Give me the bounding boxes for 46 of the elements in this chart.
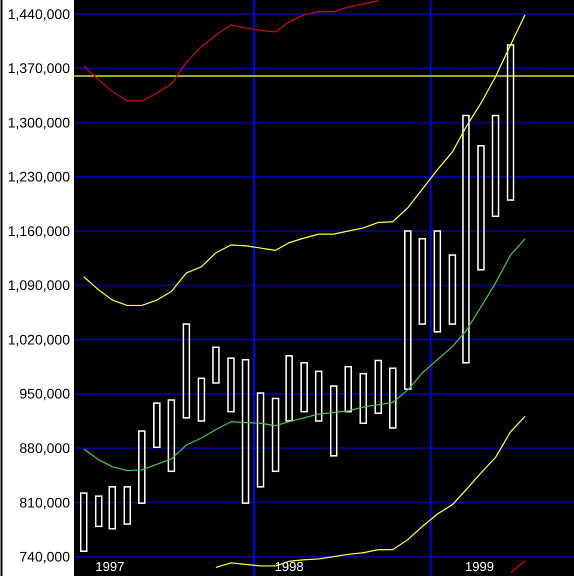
y-tick-label: 1,440,000 [8, 6, 70, 22]
bar [492, 114, 500, 218]
line-series [83, 0, 379, 102]
y-tick-label: 1,300,000 [8, 114, 70, 130]
y-tick-label: 740,000 [19, 548, 70, 565]
line-series [83, 238, 526, 472]
bar [389, 367, 397, 429]
bar [462, 114, 470, 364]
bar [108, 486, 116, 530]
bar [227, 357, 235, 412]
y-tick-label: 810,000 [19, 494, 70, 510]
bar [242, 358, 250, 504]
bar [374, 360, 382, 414]
bar [124, 486, 132, 525]
bar [404, 230, 412, 390]
bar [285, 355, 293, 422]
bar [448, 254, 456, 325]
bar [138, 430, 146, 504]
bar [434, 230, 442, 333]
bar [359, 372, 367, 424]
y-tick-label: 1,090,000 [8, 277, 70, 294]
y-tick-label: 1,160,000 [8, 222, 70, 239]
bar [344, 366, 352, 412]
bar [330, 385, 338, 457]
x-tick-label: 1999 [465, 559, 494, 574]
bar [506, 44, 514, 201]
bar [94, 495, 102, 528]
bar [80, 492, 88, 552]
bar [168, 399, 176, 472]
bar [300, 362, 308, 412]
y-tick-label: 880,000 [19, 440, 70, 456]
bar [314, 370, 322, 422]
bar [182, 323, 190, 419]
y-tick-label: 950,000 [19, 386, 70, 402]
bar [418, 238, 426, 325]
x-tick-label: 1998 [274, 559, 304, 574]
y-tick-label: 1,370,000 [8, 60, 70, 76]
y-tick-label: 1,230,000 [8, 168, 70, 185]
bar [256, 392, 264, 488]
x-tick-label: 1997 [95, 559, 124, 574]
bar [272, 398, 280, 472]
bar [153, 402, 161, 448]
bar [477, 144, 485, 271]
y-tick-label: 1,020,000 [8, 331, 70, 348]
bar [198, 378, 206, 422]
bar [212, 346, 220, 384]
